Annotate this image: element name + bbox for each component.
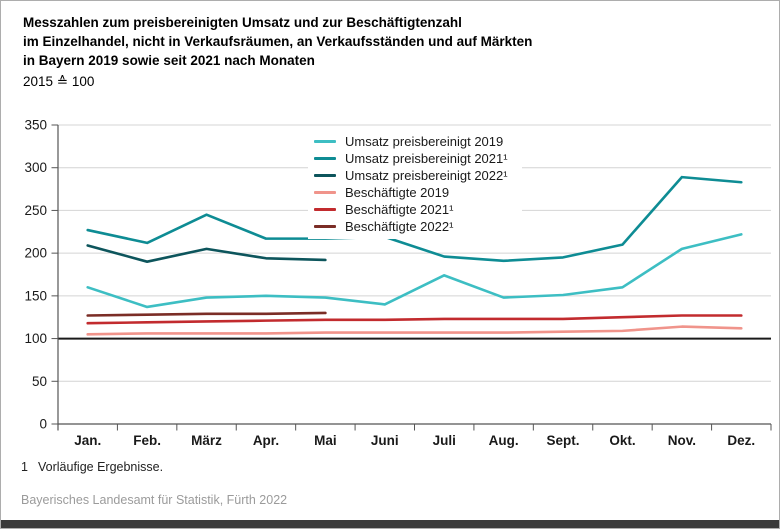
chart-title-line-1: Messzahlen zum preisbereinigten Umsatz u…: [23, 15, 462, 30]
legend-item-4: Beschäftigte 2019: [314, 184, 508, 201]
legend-line-swatch: [314, 157, 336, 160]
legend-line-swatch: [314, 191, 336, 194]
x-axis-label: Dez.: [727, 433, 755, 448]
x-axis-label: Apr.: [253, 433, 279, 448]
y-axis-label: 350: [24, 118, 47, 133]
legend-label: Beschäftigte 2021¹: [345, 202, 454, 217]
x-axis-label: Okt.: [609, 433, 635, 448]
series-line-6: [86, 311, 327, 317]
series-line-4: [86, 325, 743, 336]
y-axis-label: 200: [24, 246, 47, 261]
footnote: 1 Vorläufige Ergebnisse.: [21, 460, 163, 474]
legend-label: Umsatz preisbereinigt 2019: [345, 134, 504, 149]
legend-item-2: Umsatz preisbereinigt 2021¹: [314, 150, 508, 167]
legend-label: Beschäftigte 2019: [345, 185, 450, 200]
y-axis-label: 300: [24, 160, 47, 175]
chart-title-block: Messzahlen zum preisbereinigten Umsatz u…: [23, 13, 532, 91]
legend-line-swatch: [314, 208, 336, 211]
chart-title-line-3: in Bayern 2019 sowie seit 2021 nach Mona…: [23, 53, 315, 68]
y-axis-label: 250: [24, 203, 47, 218]
series-line-3: [86, 244, 327, 263]
chart-subtitle: 2015 ≙ 100: [23, 74, 95, 89]
legend-item-6: Beschäftigte 2022¹: [314, 218, 508, 235]
x-axis-label: Juni: [371, 433, 399, 448]
x-axis-label: Feb.: [133, 433, 161, 448]
legend-item-1: Umsatz preisbereinigt 2019: [314, 133, 508, 150]
y-axis-label: 150: [24, 288, 47, 303]
x-axis-label: Sept.: [547, 433, 580, 448]
x-axis-label: Aug.: [489, 433, 519, 448]
series-line-5: [86, 314, 743, 325]
legend-label: Umsatz preisbereinigt 2022¹: [345, 168, 508, 183]
source-note: Bayerisches Landesamt für Statistik, Für…: [21, 493, 288, 507]
legend-line-swatch: [314, 174, 336, 177]
legend-item-5: Beschäftigte 2021¹: [314, 201, 508, 218]
x-axis-label: Nov.: [668, 433, 696, 448]
legend-line-swatch: [314, 225, 336, 228]
x-axis-label: Juli: [433, 433, 456, 448]
y-axis-label: 0: [39, 417, 47, 432]
x-axis-label: März: [191, 433, 222, 448]
series-line-1: [86, 233, 743, 309]
x-axis-label: Mai: [314, 433, 337, 448]
legend-item-3: Umsatz preisbereinigt 2022¹: [314, 167, 508, 184]
footnote-text: Vorläufige Ergebnisse.: [38, 460, 164, 474]
chart-title-line-2: im Einzelhandel, nicht in Verkaufsräumen…: [23, 34, 533, 49]
footnote-marker: 1: [21, 460, 28, 474]
series-line-2: [86, 175, 743, 263]
chart-legend: Umsatz preisbereinigt 2019 Umsatz preisbe…: [308, 130, 522, 239]
legend-label: Beschäftigte 2022¹: [345, 219, 454, 234]
legend-label: Umsatz preisbereinigt 2021¹: [345, 151, 508, 166]
bottom-bar: [1, 520, 779, 528]
x-axis-label: Jan.: [74, 433, 101, 448]
legend-line-swatch: [314, 140, 336, 143]
y-axis-label: 100: [24, 331, 47, 346]
y-axis-label: 50: [32, 374, 47, 389]
